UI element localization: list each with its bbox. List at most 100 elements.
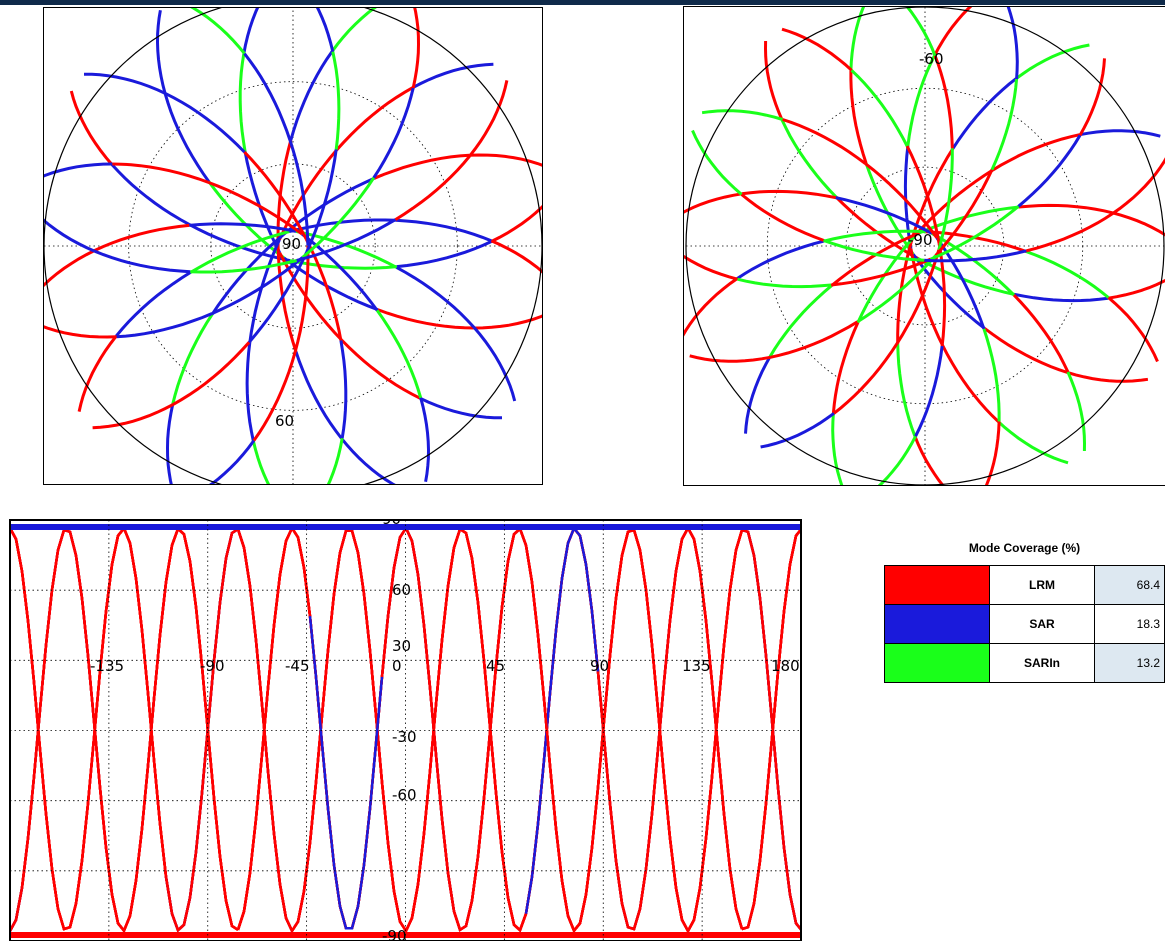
orbit-track	[22, 571, 94, 929]
orbit-track	[168, 404, 173, 484]
orbit-track	[474, 327, 515, 401]
orbit-track	[22, 571, 94, 929]
lrm-value: 68.4	[1095, 566, 1165, 605]
orbit-track	[342, 438, 407, 484]
orbit-track	[166, 529, 238, 930]
lon-label-0: 0	[392, 657, 402, 675]
orbit-track	[413, 8, 418, 88]
orbit-track	[396, 220, 492, 241]
legend-row-sar: SAR 18.3	[885, 605, 1165, 644]
orbit-track	[166, 529, 238, 930]
orbit-track	[1026, 214, 1112, 251]
orbit-track	[10, 528, 22, 929]
lat-label-m60: -60	[392, 786, 417, 804]
orbit-track	[770, 286, 832, 357]
orbit-track	[238, 528, 310, 930]
legend-title: Mode Coverage (%)	[884, 541, 1165, 555]
orbit-track	[761, 413, 834, 447]
sarin-label: SARIn	[990, 644, 1095, 683]
south-lat-label: -60	[919, 50, 944, 68]
orbit-track	[702, 111, 783, 120]
orbit-track	[526, 545, 598, 930]
orbit-track	[166, 529, 238, 930]
orbit-track	[238, 528, 310, 930]
orbit-track	[469, 155, 542, 169]
orbit-track	[238, 528, 310, 930]
lon-label-135: 135	[682, 657, 711, 675]
sar-label: SAR	[990, 605, 1095, 644]
orbit-track	[782, 120, 836, 197]
world-map-svg: -135 -90 -45 0 45 90 135 180 90 60 30 -3…	[10, 520, 801, 941]
orbit-track	[253, 440, 289, 484]
orbit-track	[291, 52, 332, 141]
orbit-track	[22, 530, 94, 888]
lon-label-m135: -135	[90, 657, 124, 675]
orbit-track	[833, 413, 845, 485]
lon-label-45: 45	[486, 657, 505, 675]
sar-value: 18.3	[1095, 605, 1165, 644]
orbit-track	[22, 530, 94, 888]
orbit-track	[746, 357, 771, 434]
orbit-track	[1113, 155, 1165, 214]
orbit-track	[864, 436, 916, 485]
orbit-track	[166, 529, 238, 930]
orbit-track	[22, 530, 94, 888]
orbit-track	[890, 7, 935, 56]
orbit-track	[851, 7, 870, 71]
orbit-track	[908, 56, 935, 146]
orbit-track	[22, 530, 94, 888]
orbit-track	[934, 7, 986, 56]
lon-label-m45: -45	[285, 657, 310, 675]
orbit-track	[179, 8, 244, 54]
orbit-track	[992, 79, 1017, 170]
orbit-track	[10, 528, 22, 929]
lon-label-90: 90	[590, 657, 609, 675]
orbit-track	[374, 155, 469, 178]
orbit-track	[166, 529, 238, 930]
orbit-track	[852, 70, 908, 146]
orbit-track	[337, 88, 413, 150]
orbit-track	[782, 29, 852, 70]
sarin-swatch	[885, 644, 990, 683]
legend-row-sarin: SARIn 13.2	[885, 644, 1165, 683]
orbit-track	[341, 340, 346, 438]
orbit-track	[22, 530, 94, 888]
orbit-track	[166, 529, 238, 930]
lrm-swatch	[885, 566, 990, 605]
orbit-track	[684, 194, 742, 223]
orbit-track	[10, 528, 22, 929]
orbit-track	[833, 322, 858, 413]
orbit-track	[943, 346, 999, 422]
orbit-track	[22, 571, 94, 929]
orbit-track	[22, 571, 94, 929]
orbit-track	[766, 41, 783, 120]
orbit-track	[166, 529, 238, 930]
sar-swatch	[885, 605, 990, 644]
orbit-track	[44, 251, 95, 303]
orbit-track	[240, 54, 245, 152]
orbit-track	[770, 322, 857, 358]
orbit-track	[84, 74, 166, 93]
orbit-track	[834, 344, 897, 414]
orbit-track	[915, 436, 960, 485]
orbit-track	[212, 235, 283, 315]
world-map: -135 -90 -45 0 45 90 135 180 90 60 30 -3…	[9, 519, 802, 941]
orbit-track	[1068, 372, 1085, 451]
sarin-value: 13.2	[1095, 644, 1165, 683]
orbit-track	[10, 528, 22, 929]
orbit-track	[684, 279, 737, 338]
orbit-track	[303, 178, 374, 258]
orbit-track	[737, 241, 823, 278]
orbit-track	[342, 340, 421, 398]
lrm-label: LRM	[990, 566, 1095, 605]
orbit-track	[189, 224, 296, 232]
orbit-track	[333, 52, 339, 150]
north-polar-map: 90 60	[43, 7, 543, 485]
north-pole-label: 90	[282, 235, 301, 253]
lat-label-m30: -30	[392, 728, 417, 746]
orbit-track	[22, 530, 94, 888]
orbit-track	[245, 54, 291, 141]
orbit-track	[296, 352, 342, 439]
orbit-track	[22, 571, 94, 929]
orbit-track	[22, 571, 94, 929]
